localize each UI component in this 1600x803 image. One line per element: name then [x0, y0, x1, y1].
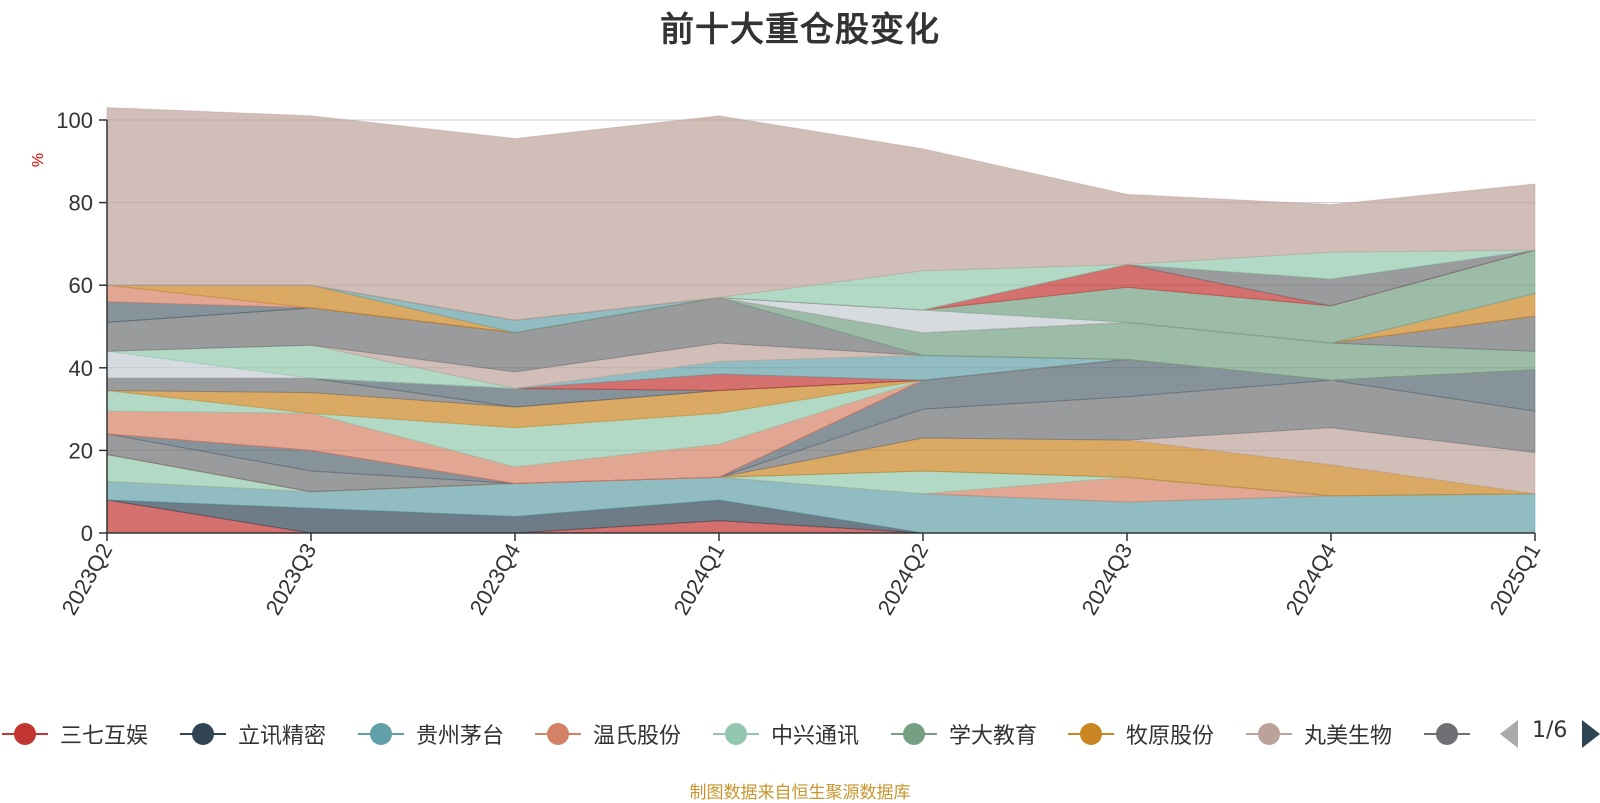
legend-label: 温氏股份: [593, 724, 682, 749]
legend-label: 三七互娱: [60, 724, 149, 749]
legend-circle-icon: [2, 723, 48, 745]
x-tick-label: 2024Q3: [1077, 539, 1138, 619]
area-series-34: [106, 107, 1536, 321]
pager-prev-arrow-icon[interactable]: [1500, 720, 1518, 748]
y-tick-label: 80: [69, 191, 93, 216]
chart-title: 前十大重仓股变化: [660, 10, 940, 50]
legend-label: 学大教育: [949, 724, 1038, 749]
legend: 三七互娱 立讯精密 贵州茅台 温氏股份 中兴通讯 学大教育 牧原股份 丸美生物 1/6: [0, 714, 1600, 754]
legend-pager: 1/6: [1500, 714, 1600, 754]
x-tick-label: 2023Q4: [465, 539, 526, 619]
legend-label: 丸美生物: [1304, 724, 1393, 749]
legend-circle-icon: [535, 723, 581, 745]
legend-circle-icon: [1068, 723, 1114, 745]
legend-label: 立讯精密: [238, 724, 327, 749]
legend-label: 贵州茅台: [416, 724, 505, 749]
x-tick-label: 2025Q1: [1485, 539, 1546, 619]
y-tick-label: 100: [56, 108, 93, 133]
x-tick-label: 2024Q1: [669, 539, 730, 619]
y-axis-label: %: [30, 153, 47, 167]
y-tick-label: 40: [69, 356, 93, 381]
x-tick-label: 2023Q2: [57, 539, 118, 619]
legend-circle-icon: [358, 723, 404, 745]
x-tick-label: 2024Q2: [873, 539, 934, 619]
legend-label: 中兴通讯: [771, 724, 860, 749]
legend-circle-icon: [180, 723, 226, 745]
area-series: [106, 107, 1536, 534]
y-tick-label: 0: [81, 521, 93, 546]
legend-circle-icon: [713, 723, 759, 745]
pager-page-text: 1/6: [1532, 718, 1568, 743]
legend-items: 三七互娱 立讯精密 贵州茅台 温氏股份 中兴通讯 学大教育 牧原股份 丸美生物: [0, 714, 1482, 754]
legend-circle-icon: [891, 723, 937, 745]
stacked-area-chart: 0 20 40 60 80 100 2023Q2 2023Q3 2023Q4 2024Q1 2024…: [30, 107, 1546, 619]
data-source-note: 制图数据来自恒生聚源数据库: [689, 783, 911, 803]
pager-next-arrow-icon[interactable]: [1582, 720, 1600, 748]
y-tick-label: 60: [69, 273, 93, 298]
x-tick-label: 2024Q4: [1281, 539, 1342, 619]
x-tick-label: 2023Q3: [261, 539, 322, 619]
legend-circle-icon: [1424, 723, 1470, 745]
legend-label: 牧原股份: [1126, 724, 1215, 749]
legend-circle-icon: [1246, 723, 1292, 745]
y-tick-label: 20: [69, 438, 93, 463]
